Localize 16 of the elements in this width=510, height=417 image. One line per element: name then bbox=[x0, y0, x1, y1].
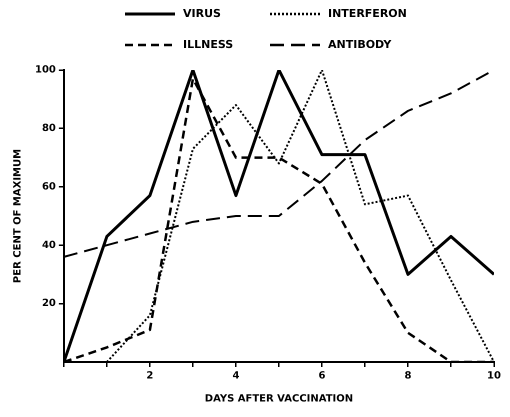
y-tick-label: 20 bbox=[42, 298, 56, 310]
y-tick-label: 60 bbox=[42, 181, 56, 192]
x-tick-label: 6 bbox=[318, 370, 326, 382]
x-tick-label: 2 bbox=[146, 370, 154, 382]
x-axis-title: DAYS AFTER VACCINATION bbox=[204, 394, 354, 405]
y-tick-label: 80 bbox=[42, 122, 56, 134]
legend-label: ILLNESS bbox=[183, 38, 234, 51]
legend-label: ANTIBODY bbox=[328, 38, 392, 51]
legend-label: INTERFERON bbox=[328, 6, 407, 20]
x-tick-label: 4 bbox=[232, 370, 240, 382]
y-axis-title: PER CENT OF MAXIMUM bbox=[12, 148, 24, 284]
x-tick-label: 8 bbox=[404, 370, 412, 382]
x-tick-label: 10 bbox=[487, 370, 501, 382]
y-tick-label: 40 bbox=[42, 240, 56, 251]
y-tick-label: 100 bbox=[35, 64, 56, 76]
legend-label: VIRUS bbox=[183, 6, 222, 20]
